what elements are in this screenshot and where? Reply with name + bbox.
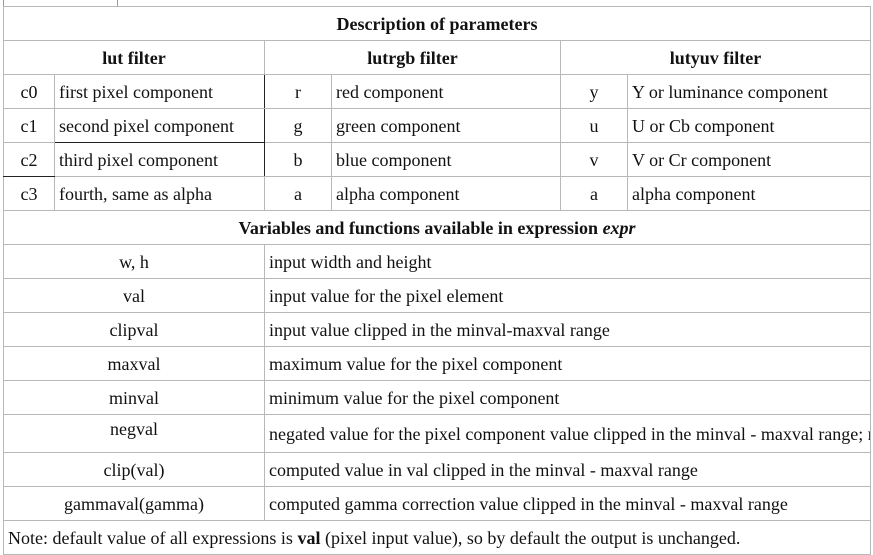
top-edge-fragment [0,0,873,6]
table-row: c2 third pixel component b blue componen… [3,142,872,177]
yuv-desc: V or Cr component [626,142,872,177]
note-text-end: (pixel input value), so by default the o… [320,527,741,548]
var-desc: negated value for the pixel component va… [263,414,872,453]
var-name: minval [3,380,265,415]
default-note: Note: default value of all expressions i… [2,520,872,555]
table-row: clip(val) computed value in val clipped … [3,452,872,487]
table-row: w, h input width and height [3,244,872,279]
lut-var: c1 [3,108,55,143]
table-row: clipval input value clipped in the minva… [3,312,872,347]
var-desc: input value clipped in the minval-maxval… [263,312,872,347]
table-row: val input value for the pixel element [3,278,872,313]
note-text: Note: default value of all expressions i… [8,527,298,548]
table-row: c0 first pixel component r red component… [3,74,872,109]
lut-desc: fourth, same as alpha [54,176,265,211]
rgb-var: a [264,176,332,211]
yuv-var: u [560,108,628,143]
note-val: val [297,527,321,548]
yuv-desc: U or Cb component [626,108,872,143]
table-row: gammaval(gamma) computed gamma correctio… [3,486,872,521]
table-row: negval negated value for the pixel compo… [3,414,872,453]
table-row: minval minimum value for the pixel compo… [3,380,872,415]
var-name: gammaval(gamma) [3,486,265,521]
header-lutyuv: lutyuv filter [559,40,872,75]
parameters-table: Description of parameters lut filter lut… [2,6,872,555]
var-name: negval [3,414,265,453]
yuv-var: y [560,74,628,109]
variables-heading-text: Variables and functions available in exp… [238,217,603,238]
var-desc: input value for the pixel element [263,278,872,313]
yuv-desc: Y or luminance component [626,74,872,109]
rgb-desc: blue component [331,142,561,177]
var-desc: minimum value for the pixel component [263,380,872,415]
var-name: clipval [3,312,265,347]
lut-var: c2 [3,142,55,177]
rgb-desc: alpha component [331,176,561,211]
yuv-desc: alpha component [626,176,872,211]
lut-desc: second pixel component [54,108,265,143]
table-title: Description of parameters [2,6,872,41]
header-lut: lut filter [3,40,265,75]
var-desc: maximum value for the pixel component [263,346,872,381]
lut-var: c3 [3,176,55,211]
table-row: c3 fourth, same as alpha a alpha compone… [3,176,872,211]
rgb-var: b [264,142,332,177]
rgb-var: g [264,108,332,143]
var-desc: input width and height [263,244,872,279]
lut-desc: third pixel component [54,142,265,177]
var-desc: computed gamma correction value clipped … [263,486,872,521]
var-name: val [3,278,265,313]
var-name: w, h [3,244,265,279]
var-name: maxval [3,346,265,381]
header-lutrgb: lutrgb filter [264,40,561,75]
expr-term: expr [602,217,636,238]
var-name: clip(val) [3,452,265,487]
yuv-var: a [560,176,628,211]
table-row: c1 second pixel component g green compon… [3,108,872,143]
rgb-desc: green component [331,108,561,143]
rgb-desc: red component [331,74,561,109]
rgb-var: r [264,74,332,109]
yuv-var: v [560,142,628,177]
variables-heading: Variables and functions available in exp… [2,210,872,245]
var-desc: computed value in val clipped in the min… [263,452,872,487]
lut-desc: first pixel component [54,74,265,109]
lut-var: c0 [3,74,55,109]
table-row: maxval maximum value for the pixel compo… [3,346,872,381]
